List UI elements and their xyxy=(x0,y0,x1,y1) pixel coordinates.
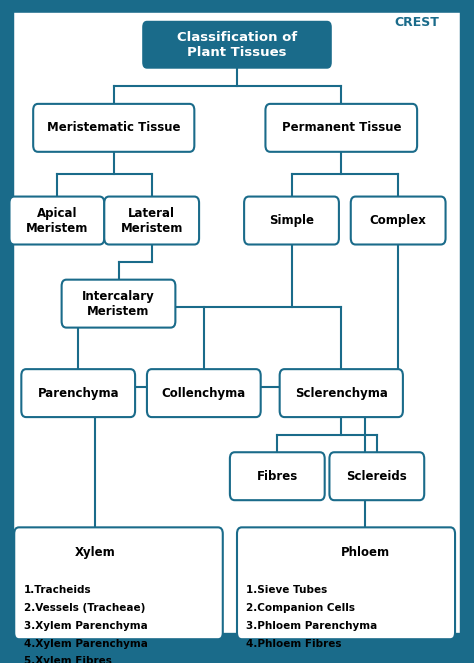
Text: Xylem: Xylem xyxy=(74,546,115,560)
Text: 4.Phloem Fibres: 4.Phloem Fibres xyxy=(246,638,342,648)
FancyBboxPatch shape xyxy=(142,21,332,69)
FancyBboxPatch shape xyxy=(33,104,194,152)
FancyBboxPatch shape xyxy=(280,369,403,417)
Text: Phloem: Phloem xyxy=(340,546,390,560)
FancyBboxPatch shape xyxy=(47,529,142,577)
Text: Fibres: Fibres xyxy=(256,469,298,483)
Text: Permanent Tissue: Permanent Tissue xyxy=(282,121,401,135)
Text: 5.Xylem Fibres: 5.Xylem Fibres xyxy=(24,656,111,663)
Text: Sclerenchyma: Sclerenchyma xyxy=(295,387,388,400)
FancyBboxPatch shape xyxy=(62,280,175,328)
Text: 4.Xylem Parenchyma: 4.Xylem Parenchyma xyxy=(24,638,147,648)
Text: 1.Sieve Tubes: 1.Sieve Tubes xyxy=(246,585,328,595)
Text: 1.Tracheids: 1.Tracheids xyxy=(24,585,91,595)
Text: Lateral
Meristem: Lateral Meristem xyxy=(120,207,183,235)
Text: 3.Xylem Parenchyma: 3.Xylem Parenchyma xyxy=(24,621,147,631)
Text: 3.Phloem Parenchyma: 3.Phloem Parenchyma xyxy=(246,621,378,631)
Text: Complex: Complex xyxy=(370,214,427,227)
FancyBboxPatch shape xyxy=(318,529,412,577)
Text: Intercalary
Meristem: Intercalary Meristem xyxy=(82,290,155,318)
Text: Simple: Simple xyxy=(269,214,314,227)
Text: Meristematic Tissue: Meristematic Tissue xyxy=(47,121,181,135)
FancyBboxPatch shape xyxy=(265,104,417,152)
FancyBboxPatch shape xyxy=(351,196,446,245)
Text: Apical
Meristem: Apical Meristem xyxy=(26,207,88,235)
Text: Collenchyma: Collenchyma xyxy=(162,387,246,400)
FancyBboxPatch shape xyxy=(14,13,460,633)
FancyBboxPatch shape xyxy=(230,452,325,500)
Text: Parenchyma: Parenchyma xyxy=(37,387,119,400)
Text: Sclereids: Sclereids xyxy=(346,469,407,483)
FancyBboxPatch shape xyxy=(244,196,339,245)
Text: Classification of
Plant Tissues: Classification of Plant Tissues xyxy=(177,30,297,59)
FancyBboxPatch shape xyxy=(14,527,223,639)
Text: CREST: CREST xyxy=(395,16,439,29)
Text: 2.Companion Cells: 2.Companion Cells xyxy=(246,603,356,613)
FancyBboxPatch shape xyxy=(237,527,455,639)
FancyBboxPatch shape xyxy=(9,196,104,245)
FancyBboxPatch shape xyxy=(21,369,135,417)
FancyBboxPatch shape xyxy=(329,452,424,500)
FancyBboxPatch shape xyxy=(104,196,199,245)
FancyBboxPatch shape xyxy=(147,369,261,417)
Text: 2.Vessels (Tracheae): 2.Vessels (Tracheae) xyxy=(24,603,145,613)
